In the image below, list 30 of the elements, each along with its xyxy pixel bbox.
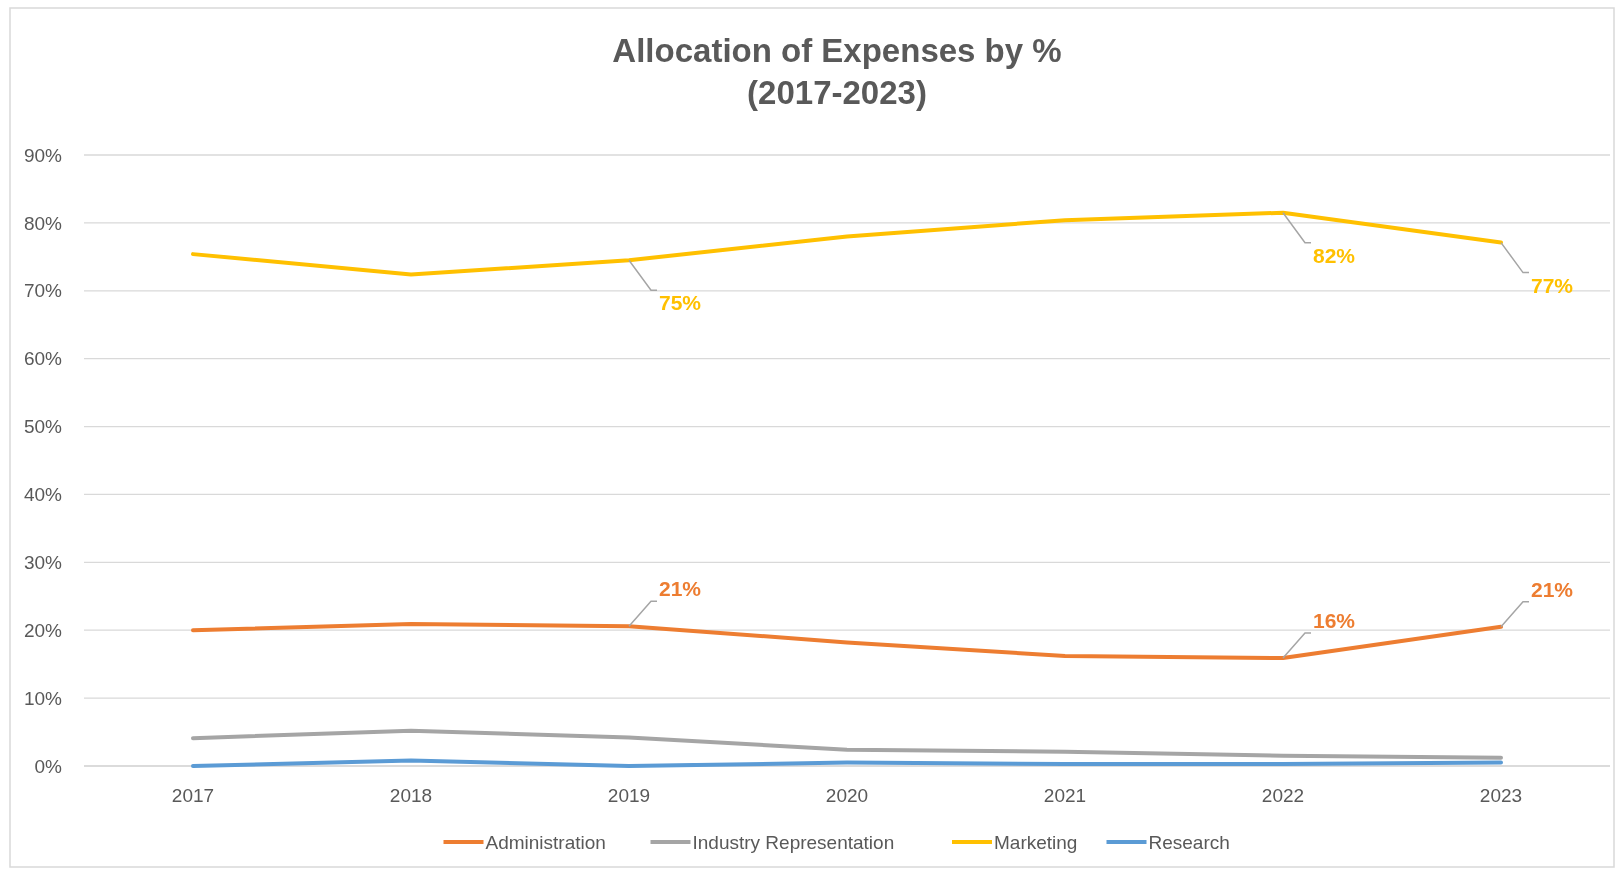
x-tick-label: 2022 <box>1261 785 1305 806</box>
legend-label: Administration <box>485 832 606 853</box>
x-tick-label: 2020 <box>825 785 869 806</box>
legend-label: Research <box>1148 832 1230 853</box>
data-label: 77% <box>1531 273 1574 297</box>
legend-label: Marketing <box>994 832 1078 853</box>
line-series <box>191 728 1503 760</box>
chart-title: Allocation of Expenses by % (2017-2023) <box>612 32 1062 111</box>
data-label: 21% <box>1531 577 1574 601</box>
y-tick-label: 30% <box>23 551 63 573</box>
x-tick-label: 2023 <box>1479 785 1523 806</box>
y-tick-label: 0% <box>34 755 63 777</box>
y-tick-label: 60% <box>23 348 63 370</box>
x-tick-label: 2017 <box>171 785 215 806</box>
x-tick-label: 2019 <box>607 785 651 806</box>
y-tick-label: 90% <box>23 144 63 166</box>
x-tick-label: 2021 <box>1043 785 1087 806</box>
y-tick-label: 50% <box>23 416 63 438</box>
data-label: 21% <box>659 577 702 601</box>
y-tick-label: 80% <box>23 212 63 234</box>
y-tick-label: 40% <box>23 484 63 506</box>
data-label: 82% <box>1313 243 1356 267</box>
legend-label: Industry Representation <box>692 832 895 853</box>
data-label: 16% <box>1313 609 1356 633</box>
data-label: 75% <box>659 291 702 315</box>
y-tick-label: 20% <box>23 619 63 641</box>
x-tick-label: 2018 <box>389 785 433 806</box>
y-tick-label: 10% <box>23 687 63 709</box>
line-series <box>191 210 1503 277</box>
y-tick-label: 70% <box>23 280 63 302</box>
